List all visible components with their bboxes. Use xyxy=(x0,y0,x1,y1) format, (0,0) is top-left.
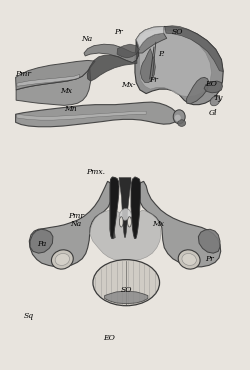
Text: Pmr: Pmr xyxy=(15,70,31,78)
Text: Gl: Gl xyxy=(209,109,218,117)
Ellipse shape xyxy=(178,120,186,127)
Text: EO: EO xyxy=(103,334,115,342)
Text: P.: P. xyxy=(158,50,164,58)
Text: EO: EO xyxy=(205,80,217,88)
Text: Fr: Fr xyxy=(149,76,158,84)
Ellipse shape xyxy=(120,217,123,227)
Text: Ty: Ty xyxy=(214,94,223,102)
Ellipse shape xyxy=(55,253,70,265)
PathPatch shape xyxy=(16,102,178,127)
Ellipse shape xyxy=(52,250,73,269)
Ellipse shape xyxy=(210,96,220,106)
PathPatch shape xyxy=(90,210,161,261)
PathPatch shape xyxy=(131,177,140,238)
Text: Mx-: Mx- xyxy=(122,81,136,90)
Text: Na: Na xyxy=(70,220,81,228)
PathPatch shape xyxy=(84,33,167,63)
Text: Mn: Mn xyxy=(64,105,76,114)
PathPatch shape xyxy=(29,181,112,267)
Ellipse shape xyxy=(173,110,185,124)
Ellipse shape xyxy=(174,115,181,121)
PathPatch shape xyxy=(16,67,91,105)
PathPatch shape xyxy=(16,60,95,90)
PathPatch shape xyxy=(17,111,146,120)
Ellipse shape xyxy=(93,260,160,306)
Ellipse shape xyxy=(178,250,200,269)
PathPatch shape xyxy=(110,177,119,238)
PathPatch shape xyxy=(139,181,221,267)
Text: Mx: Mx xyxy=(60,87,72,95)
Text: Sq: Sq xyxy=(24,312,34,320)
PathPatch shape xyxy=(187,77,210,104)
Text: Pa: Pa xyxy=(37,240,46,248)
PathPatch shape xyxy=(87,39,139,81)
PathPatch shape xyxy=(104,291,148,304)
Text: Pr: Pr xyxy=(205,255,214,263)
Text: Pmx.: Pmx. xyxy=(86,168,105,176)
Text: Pmr: Pmr xyxy=(68,212,84,220)
Ellipse shape xyxy=(182,253,196,265)
PathPatch shape xyxy=(17,74,80,86)
PathPatch shape xyxy=(140,48,155,83)
PathPatch shape xyxy=(135,27,223,105)
PathPatch shape xyxy=(139,30,212,97)
PathPatch shape xyxy=(165,26,223,71)
Text: Na: Na xyxy=(81,36,92,43)
Polygon shape xyxy=(110,178,115,238)
Ellipse shape xyxy=(128,217,131,227)
Text: Pr: Pr xyxy=(114,28,123,36)
PathPatch shape xyxy=(198,229,220,253)
PathPatch shape xyxy=(30,229,53,253)
PathPatch shape xyxy=(119,209,132,221)
Text: SO: SO xyxy=(120,286,132,294)
Text: SO: SO xyxy=(172,28,183,36)
PathPatch shape xyxy=(204,81,223,93)
PathPatch shape xyxy=(136,27,164,48)
PathPatch shape xyxy=(119,178,131,237)
PathPatch shape xyxy=(117,44,140,58)
Text: Mx: Mx xyxy=(152,220,164,228)
